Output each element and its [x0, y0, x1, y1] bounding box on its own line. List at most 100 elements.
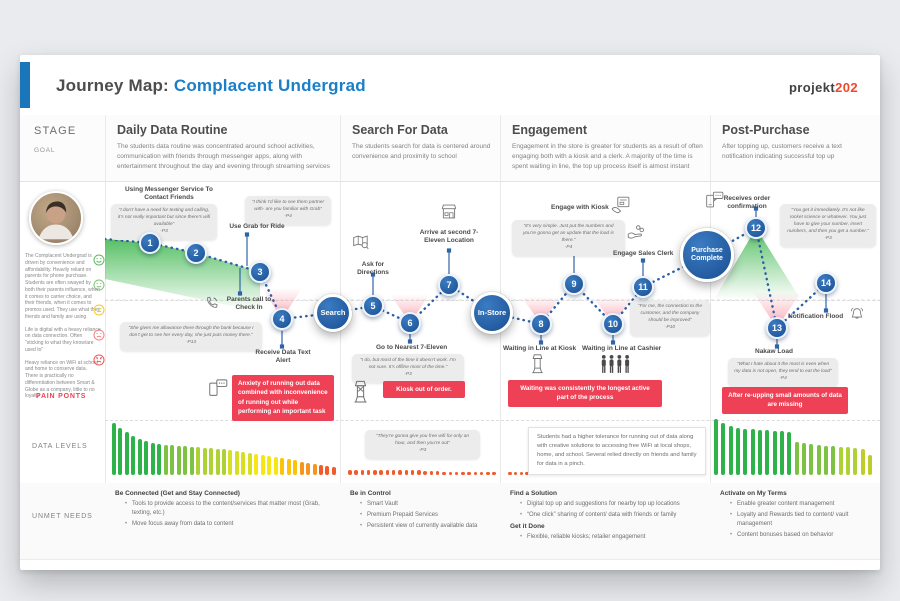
step-label-wait-cashier: Waiting in Line at Cashier	[582, 345, 662, 352]
journey-node-3: 3	[249, 261, 271, 283]
node-number: 13	[771, 323, 782, 333]
quote-attribution: -P13	[185, 339, 197, 345]
unmet-needs-item: Move focus away from data to content	[125, 520, 337, 529]
data-level-bar	[845, 447, 850, 475]
data-level-bar	[714, 419, 718, 475]
unmet-needs-row: UNMET NEEDS Be Connected (Get and Stay C…	[20, 483, 880, 560]
data-level-bar	[435, 471, 440, 475]
data-level-bar	[787, 432, 792, 475]
phone-message-icon	[706, 191, 724, 208]
data-level-bar	[750, 429, 755, 475]
data-level-bar	[241, 452, 246, 475]
persona-silhouette-icon	[38, 201, 74, 240]
journey-chart: 1 2 3 4 5 6 7 8 9 10 11 12 13 14 Search …	[105, 182, 880, 421]
data-level-bar	[404, 470, 409, 475]
data-level-bar	[721, 423, 726, 475]
data-level-bar	[202, 448, 207, 475]
stage-title: Search For Data	[352, 123, 448, 137]
milestone-search: Search	[314, 294, 352, 332]
node-number: 7	[446, 280, 452, 290]
node-number: 10	[607, 319, 618, 329]
data-level-bar	[267, 456, 272, 475]
brand-logo-accent: 202	[835, 80, 858, 95]
node-number: 4	[279, 314, 285, 324]
data-level-bar	[379, 470, 383, 475]
data-level-bar	[234, 451, 239, 475]
kiosk-terminal-icon	[611, 196, 630, 214]
stage-col-search-for-data: Search For Data The students search for …	[352, 123, 494, 162]
smiley-neutral-icon	[93, 304, 105, 316]
phone-call-icon	[207, 296, 218, 308]
kiosk-machine-icon	[532, 354, 543, 374]
node-number: 14	[820, 278, 831, 288]
brand-logo-text: projekt	[788, 80, 836, 95]
stage-col-engagement: Engagement Engagement in the store is gr…	[512, 123, 708, 171]
quote-bubble: “I think I’d like to see them partner wi…	[245, 196, 331, 225]
quote-bubble: “They’re gonna give you free wifi for on…	[365, 430, 480, 459]
journey-node-1: 1	[139, 232, 161, 254]
journey-node-12: 12	[745, 217, 767, 239]
page-title-highlight: Complacent Undergrad	[173, 76, 366, 95]
notification-bell-icon	[850, 307, 864, 319]
milestone-label: In-Store	[477, 307, 507, 317]
page-title: Journey Map: Complacent Undergrad	[56, 76, 366, 96]
insight-card: Students had a higher tolerance for runn…	[528, 427, 706, 475]
journey-node-8: 8	[530, 313, 552, 335]
sales-clerk-icon	[627, 225, 644, 239]
data-level-bar	[280, 458, 285, 475]
unmet-needs-search: Be in Control Smart Vault Premium Prepai…	[350, 490, 496, 534]
data-level-bar	[442, 472, 446, 475]
pain-points-label: PAIN PONTS	[36, 393, 87, 400]
data-level-bar	[299, 462, 304, 475]
column-divider	[105, 115, 106, 560]
step-label-sales-clerk: Engage Sales Clerk	[613, 250, 674, 257]
data-level-bar	[312, 464, 317, 475]
step-label-order-confirmation: Receives order confirmation	[723, 195, 771, 211]
journey-node-9: 9	[563, 273, 585, 295]
store-icon	[441, 204, 457, 219]
unmet-needs-item: Smart Vault	[360, 500, 496, 509]
journey-node-5: 5	[362, 295, 384, 317]
journey-node-10: 10	[602, 313, 624, 335]
data-level-bar	[260, 455, 265, 475]
data-level-bar	[519, 472, 524, 475]
phone-alert-icon	[209, 379, 228, 396]
milestone-label: Search	[320, 307, 346, 317]
data-level-bar	[525, 472, 529, 475]
data-level-bar	[163, 445, 168, 475]
persona-description: The Complacent Undergrad is driven by co…	[25, 253, 101, 406]
data-level-bar	[112, 423, 116, 475]
quote-text: “I think I’d like to see them partner wi…	[251, 200, 325, 212]
data-level-bar	[209, 448, 214, 475]
data-level-bar	[838, 447, 843, 475]
pain-banner-anxiety: Anxiety of running out data combined wit…	[232, 375, 334, 421]
data-level-bar	[823, 446, 828, 475]
data-level-bar	[286, 459, 291, 475]
column-divider	[340, 115, 341, 560]
unmet-needs-item: Tools to provide access to the content/s…	[125, 500, 337, 517]
data-level-bar	[348, 470, 352, 475]
quote-bubble: “For me, the connection to the customer,…	[630, 300, 710, 336]
node-number: 6	[407, 318, 413, 328]
negative-dip-wait-cashier	[593, 297, 633, 324]
negative-dip-nakaw-load	[753, 292, 801, 328]
quote-attribution: -P3	[418, 447, 427, 453]
data-level-bar	[176, 446, 181, 475]
data-level-bar	[467, 472, 471, 475]
data-level-bar	[124, 432, 129, 475]
quote-bubble: “You get it immediately. It’s not like r…	[780, 204, 876, 247]
step-label-parents-call: Parents call to Check In	[226, 296, 272, 312]
data-level-bar	[385, 470, 390, 475]
journey-node-2: 2	[185, 242, 207, 264]
persona-paragraph: The Complacent Undergrad is driven by co…	[25, 253, 101, 320]
stage-row: STAGE GOAL Daily Data Routine The studen…	[20, 115, 880, 182]
data-level-bar	[373, 470, 377, 475]
page-title-prefix: Journey Map:	[56, 76, 174, 95]
stage-goal: Engagement in the store is greater for s…	[512, 143, 703, 170]
persona-photo	[29, 191, 83, 245]
data-level-bar	[492, 472, 496, 475]
data-level-bar	[735, 428, 740, 475]
data-level-bar	[170, 445, 175, 475]
data-level-bar	[728, 426, 733, 475]
persona-paragraph: Life is digital with a heavy reliance on…	[25, 326, 101, 353]
